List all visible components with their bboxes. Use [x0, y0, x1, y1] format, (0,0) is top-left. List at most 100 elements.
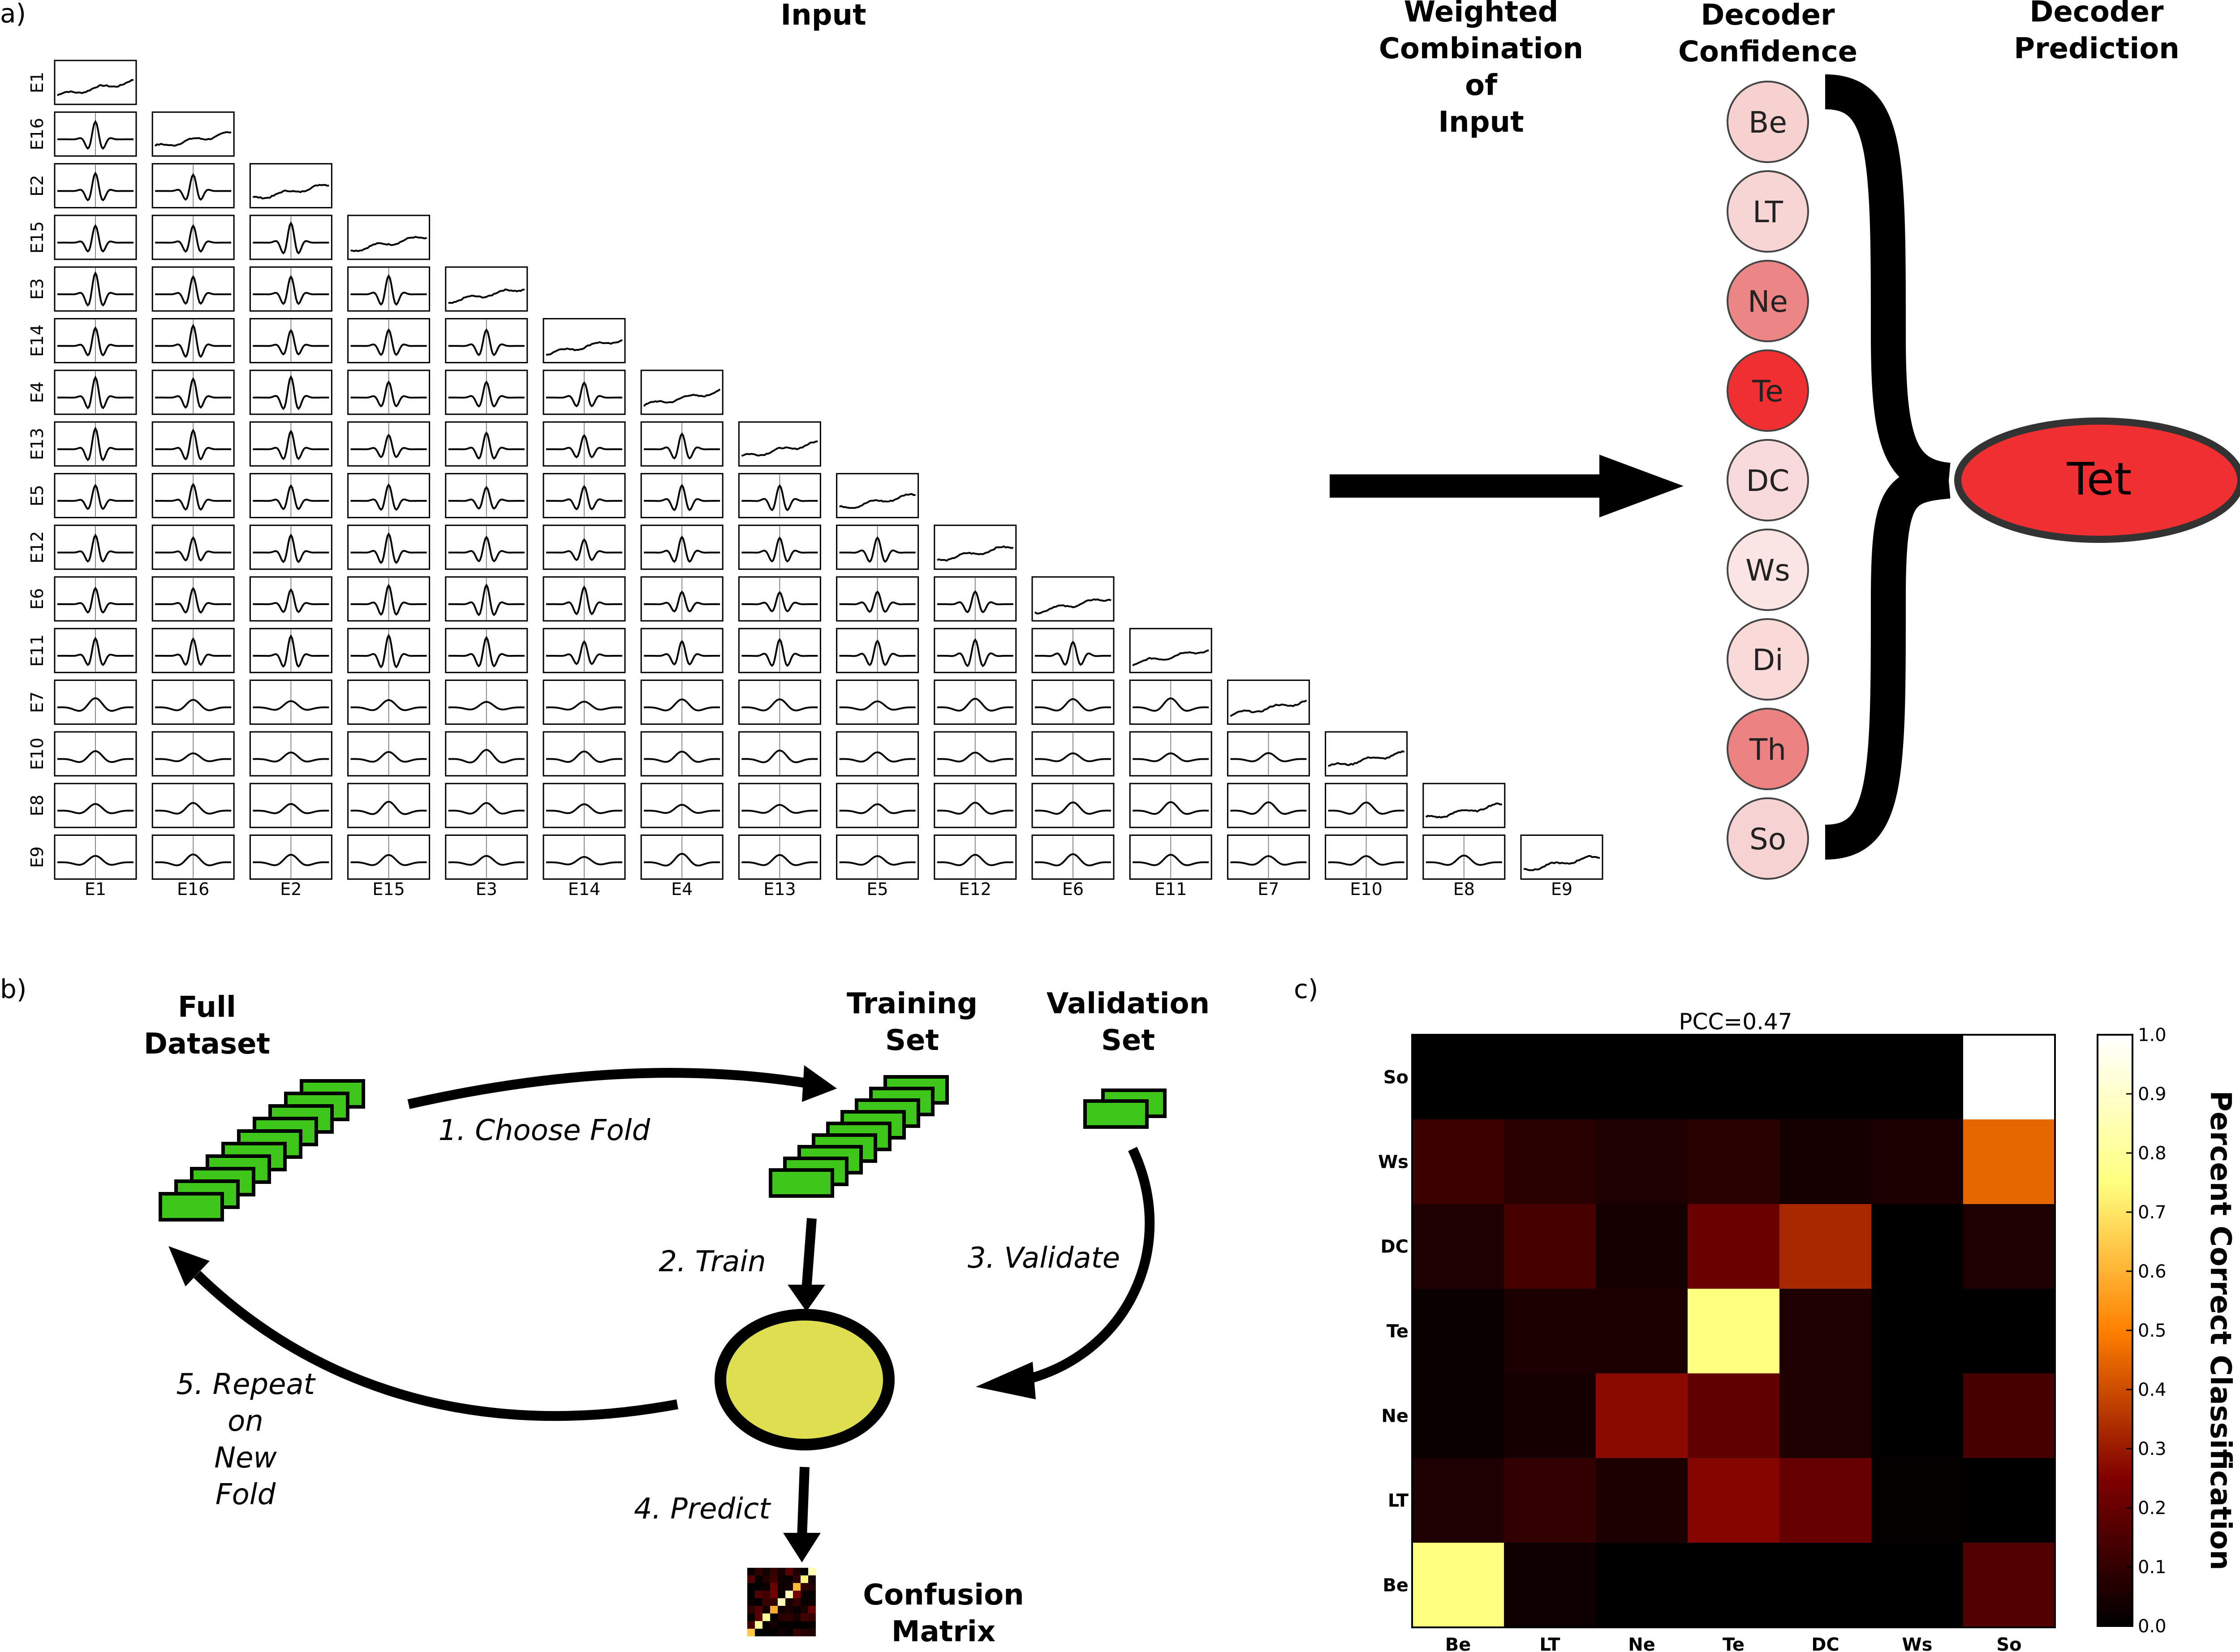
- column-label: E6: [1062, 879, 1084, 899]
- colorbar-ticks: 0.0 0.1 0.2 0.3 0.4 0.5 0.6 0.7 0.8 0.9 1.0: [2126, 1025, 2167, 1637]
- waveform: [643, 388, 721, 407]
- waveform: [1327, 750, 1405, 767]
- heatmap-cell: [1596, 1543, 1688, 1627]
- electrode-plot: [54, 163, 137, 209]
- colorbar-tick-label: 0.7: [2138, 1202, 2167, 1223]
- heatmap-cell: [1779, 1373, 1871, 1458]
- waveform: [57, 750, 134, 763]
- class-circle-shape: [1727, 708, 1809, 790]
- electrode-plot: [836, 628, 919, 673]
- class-ne-circle: Ne: [1727, 260, 1809, 342]
- waveform: [741, 536, 818, 563]
- plot-frame: [738, 421, 821, 467]
- electrode-plot: [54, 783, 137, 828]
- waveform: [546, 701, 623, 711]
- electrode-plot: [738, 525, 821, 570]
- waveform: [448, 701, 525, 710]
- model-ellipse: [715, 1309, 895, 1450]
- waveform: [937, 590, 1013, 613]
- mini-cm-cell: [770, 1606, 778, 1613]
- waveform: [253, 533, 329, 564]
- weighted-title-line-4: Input: [1438, 106, 1524, 139]
- electrode-plot: [151, 111, 235, 157]
- heatmap-cell: [1871, 1458, 1963, 1543]
- waveform: [350, 751, 427, 763]
- mini-cm-cell: [808, 1613, 816, 1621]
- waveform: [937, 697, 1013, 712]
- electrode-plot: [1325, 835, 1408, 880]
- waveform: [839, 855, 916, 866]
- waveform: [644, 432, 720, 460]
- mini-cm-cell: [762, 1613, 770, 1621]
- heatmap-cell: [1504, 1035, 1596, 1119]
- decoder-prediction: Tet: [1954, 417, 2240, 543]
- electrode-plot: [836, 473, 919, 518]
- heatmap-cell: [1412, 1373, 1504, 1458]
- electrode-plot: [347, 525, 431, 570]
- electrode-plot: [836, 731, 919, 777]
- heatmap-cell: [1412, 1543, 1504, 1627]
- mini-cm-cell: [755, 1621, 762, 1629]
- mini-cm-cell: [755, 1613, 762, 1621]
- step-5-line-4: Fold: [215, 1478, 276, 1511]
- mini-cm-cell: [808, 1598, 816, 1606]
- column-label: E10: [1350, 879, 1382, 899]
- waveform: [350, 328, 427, 356]
- waveform: [253, 700, 329, 711]
- heatmap-cell: [1596, 1458, 1688, 1543]
- waveform: [57, 697, 134, 712]
- weighted-combination-title: Weighted Combination of Input: [1379, 0, 1583, 139]
- electrode-plot: [543, 731, 626, 777]
- electrode-plot: [836, 576, 919, 622]
- column-label: E13: [763, 879, 796, 899]
- waveform: [350, 699, 427, 711]
- waveform: [350, 583, 427, 616]
- colorbar-tick-label: 0.6: [2138, 1261, 2167, 1282]
- weighted-arrow: [1330, 455, 1684, 517]
- validate-arrow: [1025, 1147, 1155, 1385]
- electrode-plot: [54, 731, 137, 777]
- waveform: [1133, 801, 1209, 815]
- heatmap-y-label: Ws: [1378, 1152, 1409, 1173]
- waveform: [57, 171, 134, 202]
- mini-cm-cell: [793, 1621, 801, 1629]
- repeat-arrowhead: [168, 1246, 210, 1286]
- colorbar-tick-label: 0.1: [2138, 1557, 2167, 1578]
- electrode-plot: [445, 835, 528, 880]
- waveform: [155, 275, 232, 305]
- electrode-plot: [249, 370, 332, 415]
- waveform: [57, 326, 134, 357]
- heatmap-cell: [1596, 1204, 1688, 1289]
- electrode-plot: [347, 731, 431, 777]
- waveform: [546, 750, 623, 763]
- class-circle-shape: [1727, 170, 1809, 253]
- prediction-label: Tet: [2067, 453, 2132, 505]
- electrode-plot: [836, 680, 919, 725]
- electrode-plot: [249, 266, 332, 312]
- heatmap-x-label: LT: [1539, 1635, 1560, 1652]
- mini-cm-cell: [793, 1613, 801, 1621]
- waveform: [546, 339, 623, 356]
- electrode-plot: [249, 783, 332, 828]
- electrode-plot: [1520, 835, 1603, 880]
- waveform: [839, 700, 916, 711]
- heatmap-y-label: So: [1383, 1067, 1409, 1088]
- mini-cm-cell: [770, 1583, 778, 1591]
- electrode-plot: [640, 835, 724, 880]
- mini-cm-cell: [793, 1606, 801, 1613]
- colorbar-tick-label: 0.5: [2138, 1321, 2167, 1341]
- electrode-plot: [1227, 680, 1310, 725]
- waveform: [546, 434, 623, 459]
- heatmap-cell: [1596, 1373, 1688, 1458]
- mini-cm-cell: [808, 1591, 816, 1598]
- data-fold-block: [1083, 1099, 1149, 1129]
- validation-set-line-1: Validation: [1047, 987, 1210, 1020]
- colorbar-tick-label: 0.0: [2138, 1616, 2167, 1637]
- confidence-title-line-2: Confidence: [1678, 35, 1857, 69]
- row-label: E10: [27, 738, 47, 770]
- waveform: [57, 484, 134, 510]
- electrode-plot: [738, 421, 821, 467]
- electrode-plot: [738, 680, 821, 725]
- electrode-plot: [836, 783, 919, 828]
- electrode-plot: [640, 731, 724, 777]
